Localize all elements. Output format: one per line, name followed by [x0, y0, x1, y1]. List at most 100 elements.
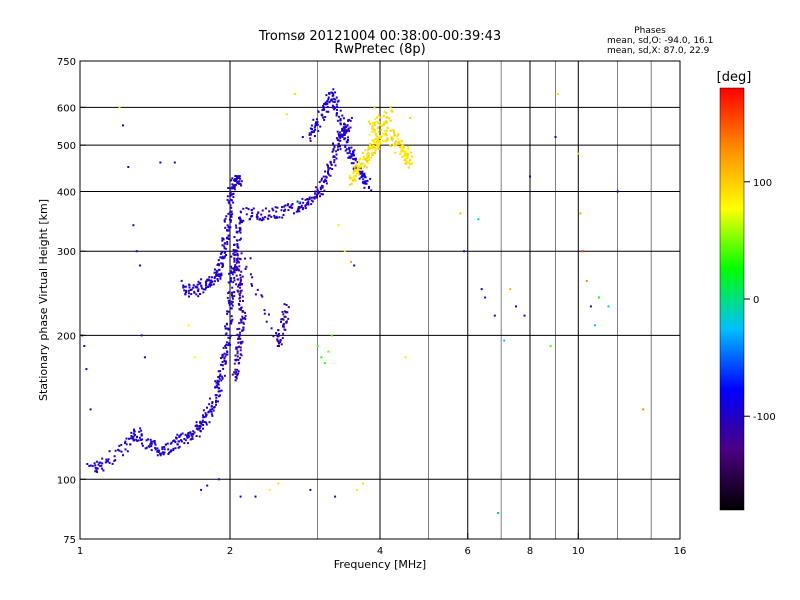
echo-point: [163, 451, 166, 454]
echo-point: [264, 216, 267, 219]
echo-point: [118, 106, 121, 109]
echo-point: [204, 414, 207, 417]
echo-point: [178, 436, 181, 438]
echo-point: [100, 464, 103, 467]
echo-point: [326, 100, 329, 103]
echo-point: [380, 137, 382, 139]
echo-point: [234, 249, 237, 252]
echo-point: [232, 196, 235, 198]
echo-point: [231, 273, 234, 276]
echo-point: [248, 218, 251, 221]
echo-point: [325, 110, 328, 113]
echo-point: [235, 269, 238, 272]
echo-point: [201, 287, 204, 290]
echo-point: [307, 203, 310, 206]
echo-point: [242, 326, 245, 329]
echo-point: [195, 421, 198, 424]
echo-point: [95, 469, 98, 472]
echo-point: [337, 145, 339, 148]
echo-point: [235, 274, 238, 277]
echo-point: [215, 403, 217, 406]
echo-point: [239, 210, 242, 213]
echo-point: [239, 177, 242, 180]
echo-point: [325, 94, 328, 97]
echo-point: [194, 424, 197, 427]
echo-point: [336, 139, 339, 142]
echo-point: [237, 338, 240, 340]
echo-point: [315, 186, 318, 189]
echo-point: [344, 149, 347, 152]
colorbar: [719, 87, 745, 511]
echo-point: [178, 445, 181, 448]
echo-point: [221, 250, 224, 253]
echo-point: [231, 183, 234, 186]
echo-point: [391, 137, 394, 140]
echo-point: [188, 435, 191, 438]
echo-point: [237, 358, 240, 361]
echo-point: [139, 439, 142, 441]
x-tick-label: 1: [77, 546, 83, 557]
echo-point: [355, 172, 358, 175]
echo-point: [226, 241, 229, 243]
echo-point: [237, 372, 240, 375]
echo-point: [383, 133, 386, 136]
echo-point: [353, 175, 356, 178]
echo-point: [237, 362, 240, 365]
echo-point: [215, 269, 218, 272]
echo-point: [140, 433, 143, 436]
echo-point: [373, 139, 376, 142]
echo-point: [391, 110, 394, 113]
echo-point: [143, 356, 146, 359]
echo-point: [334, 107, 337, 110]
echo-point: [351, 172, 354, 175]
echo-point: [336, 148, 339, 151]
echo-point: [233, 362, 236, 365]
echo-point: [251, 276, 254, 279]
echo-point: [340, 134, 342, 137]
echo-point: [201, 421, 204, 423]
echo-point: [235, 250, 238, 253]
echo-point: [316, 123, 319, 126]
echo-point: [400, 145, 403, 147]
echo-point: [217, 395, 220, 398]
echo-point: [377, 131, 380, 133]
echo-point: [221, 355, 224, 358]
echo-point: [348, 118, 351, 121]
echo-point: [318, 181, 321, 184]
echo-point: [247, 208, 250, 211]
echo-point: [233, 371, 236, 374]
echo-point: [210, 413, 213, 416]
echo-point: [190, 288, 193, 291]
echo-point: [234, 224, 237, 227]
echo-point: [209, 397, 211, 400]
echo-point: [221, 263, 224, 266]
echo-point: [161, 446, 164, 449]
echo-point: [202, 288, 205, 291]
echo-point: [285, 113, 288, 116]
echo-point: [240, 184, 243, 187]
echo-point: [384, 132, 387, 135]
echo-point: [359, 157, 362, 160]
echo-point: [327, 164, 329, 167]
echo-point: [230, 307, 233, 310]
echo-point: [150, 449, 153, 452]
echo-point: [364, 149, 367, 151]
echo-point: [327, 96, 330, 99]
echo-point: [231, 177, 234, 180]
echo-point: [195, 435, 198, 437]
echo-point: [240, 289, 243, 292]
echo-point: [197, 288, 200, 291]
echo-point: [212, 409, 215, 412]
echo-point: [353, 177, 356, 180]
echo-point: [130, 435, 133, 437]
echo-point: [230, 320, 233, 323]
echo-point: [221, 266, 224, 268]
echo-point: [227, 328, 230, 331]
echo-point: [320, 356, 323, 359]
echo-point: [333, 146, 336, 149]
echo-point: [280, 209, 283, 212]
echo-point: [231, 286, 234, 289]
echo-point: [238, 216, 241, 219]
echo-point: [300, 206, 303, 208]
echo-point: [274, 206, 277, 209]
